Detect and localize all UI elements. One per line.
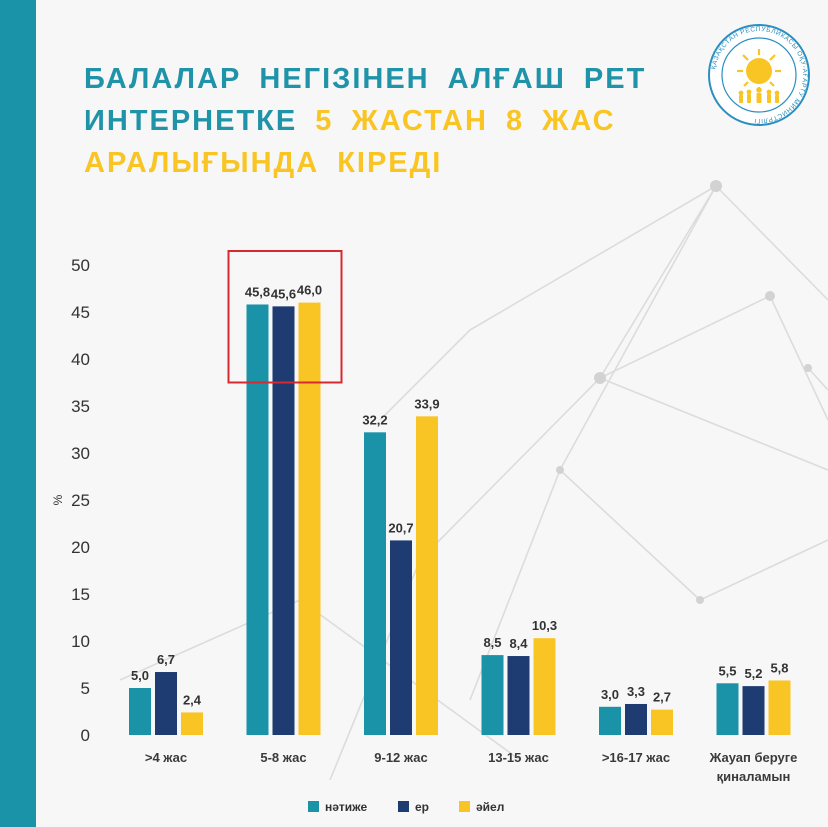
headline: БАЛАЛАР НЕГІЗІНЕН АЛҒАШ РЕТ ИНТЕРНЕТКЕ 5… <box>84 58 684 184</box>
bar-әйел-1 <box>298 302 321 735</box>
bar-нәтиже-1 <box>246 304 269 735</box>
data-label: 5,0 <box>131 668 149 683</box>
x-category-label: қиналамын <box>717 769 791 784</box>
bar-ер-1 <box>272 306 295 735</box>
network-node <box>765 291 775 301</box>
legend-label: ер <box>415 800 429 814</box>
data-label: 3,0 <box>601 687 619 702</box>
legend-swatch <box>308 801 319 812</box>
y-tick-label: 30 <box>71 444 90 463</box>
headline-line-2-yellow: 5 ЖАСТАН 8 ЖАС <box>315 105 616 137</box>
network-node <box>804 364 812 372</box>
x-category-label: 5-8 жас <box>260 750 306 765</box>
bar-нәтиже-3 <box>481 655 504 735</box>
network-node <box>710 180 722 192</box>
bar-ер-3 <box>507 656 530 735</box>
headline-line-2: ИНТЕРНЕТКЕ 5 ЖАСТАН 8 ЖАС <box>84 100 684 142</box>
legend: нәтиже ер әйел <box>308 800 504 814</box>
bar-ер-4 <box>625 703 647 735</box>
y-axis-ticks: 0 5 10 15 20 25 30 35 40 45 50 <box>71 256 90 745</box>
bar-әйел-2 <box>416 416 438 735</box>
bar-ер-0 <box>155 672 177 735</box>
data-label: 6,7 <box>157 652 175 667</box>
y-tick-label: 50 <box>71 256 90 275</box>
headline-line-1: БАЛАЛАР НЕГІЗІНЕН АЛҒАШ РЕТ <box>84 63 647 95</box>
data-label: 5,5 <box>718 663 736 678</box>
legend-label: әйел <box>476 800 504 814</box>
bar-әйел-0 <box>181 712 203 735</box>
y-tick-label: 20 <box>71 538 90 557</box>
bar-әйел-3 <box>533 638 556 735</box>
data-label: 3,3 <box>627 684 645 699</box>
y-tick-label: 25 <box>71 491 90 510</box>
data-label: 2,7 <box>653 690 671 705</box>
bar-әйел-4 <box>651 709 673 735</box>
headline-line-2-teal: ИНТЕРНЕТКЕ <box>84 105 298 137</box>
bar-нәтиже-2 <box>364 432 386 735</box>
data-label: 20,7 <box>388 520 413 535</box>
x-category-label: >4 жас <box>145 750 187 765</box>
y-tick-label: 45 <box>71 303 90 322</box>
x-category-label: Жауап беруге <box>709 750 798 765</box>
x-axis-categories: >4 жас 5-8 жас 9-12 жас 13-15 жас >16-17 жас… <box>145 750 798 784</box>
data-label: 10,3 <box>532 618 557 633</box>
headline-line-3: АРАЛЫҒЫНДА КІРЕДІ <box>84 147 443 179</box>
ministry-emblem-logo: ҚАЗАҚСТАН РЕСПУБЛИКАСЫ ОҚУ-АҒАРТУ МИНИСТ… <box>708 24 810 126</box>
bar-ер-5 <box>742 686 765 735</box>
bar-series <box>129 302 791 735</box>
network-node <box>556 466 564 474</box>
bar-нәтиже-4 <box>599 706 621 735</box>
y-tick-label: 0 <box>81 726 90 745</box>
data-label: 8,4 <box>509 636 528 651</box>
x-category-label: >16-17 жас <box>602 750 670 765</box>
data-label: 8,5 <box>483 635 501 650</box>
y-tick-label: 15 <box>71 585 90 604</box>
left-accent-stripe <box>0 0 36 827</box>
bar-әйел-5 <box>768 680 791 735</box>
x-category-label: 13-15 жас <box>488 750 549 765</box>
bar-нәтиже-5 <box>716 683 739 735</box>
legend-swatch <box>398 801 409 812</box>
data-label: 33,9 <box>414 396 439 411</box>
y-tick-label: 10 <box>71 632 90 651</box>
network-node <box>696 596 704 604</box>
data-label: 5,2 <box>744 666 762 681</box>
y-tick-label: 40 <box>71 350 90 369</box>
data-label: 46,0 <box>297 283 322 298</box>
y-tick-label: 35 <box>71 397 90 416</box>
data-label: 32,2 <box>362 412 387 427</box>
data-labels: 5,0 6,7 2,4 45,8 45,6 46,0 32,2 20,7 33,9 8,5 8,4 1… <box>131 283 789 708</box>
legend-swatch <box>459 801 470 812</box>
x-category-label: 9-12 жас <box>374 750 427 765</box>
bar-нәтиже-0 <box>129 688 151 735</box>
bar-ер-2 <box>390 540 412 735</box>
y-tick-label: 5 <box>81 679 90 698</box>
highlight-box <box>227 250 343 384</box>
network-node <box>594 372 606 384</box>
legend-label: нәтиже <box>325 800 368 814</box>
data-label: 5,8 <box>770 660 788 675</box>
data-label: 45,8 <box>245 284 270 299</box>
y-axis-label: % <box>51 494 65 505</box>
data-label: 45,6 <box>271 286 296 301</box>
data-label: 2,4 <box>183 692 202 707</box>
